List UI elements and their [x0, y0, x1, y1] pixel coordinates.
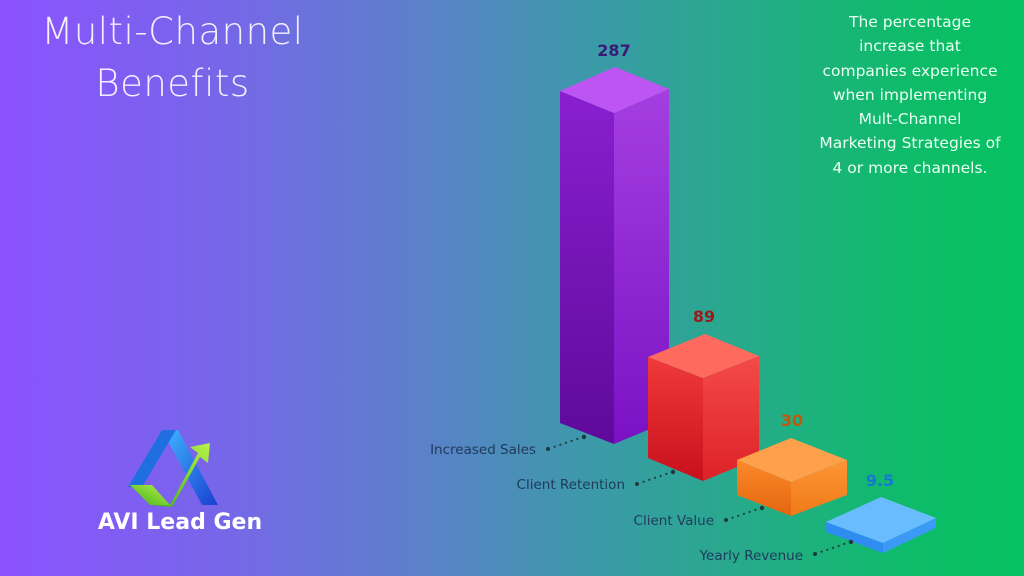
description-line: Mult-Channel [858, 110, 962, 129]
leader-dots [546, 434, 854, 556]
category-label-yearly-revenue: Yearly Revenue [699, 548, 803, 564]
category-label-client-value: Client Value [634, 513, 714, 529]
description-line: Marketing Strategies of [819, 134, 1001, 153]
bar-client-value: 30 [737, 411, 847, 516]
title-line-2: Benefits [95, 62, 250, 105]
upward-arrow-a-logo-icon [128, 430, 218, 507]
value-label-client-value: 30 [781, 411, 803, 430]
description-line: companies experience [822, 61, 998, 80]
description-line: increase that [859, 37, 961, 56]
bar-increased-sales: 287 [560, 41, 669, 444]
value-label-increased-sales: 287 [597, 41, 630, 60]
description-line: The percentage [849, 13, 971, 31]
value-label-yearly-revenue: 9.5 [866, 471, 894, 490]
chart-description: The percentage increase that companies e… [800, 10, 1020, 180]
bar-client-retention: 89 [648, 307, 759, 481]
leader-lines [547, 436, 851, 555]
brand-name: AVI Lead Gen [97, 510, 263, 535]
category-label-client-retention: Client Retention [517, 477, 625, 493]
category-label-increased-sales: Increased Sales [430, 442, 536, 458]
title-line-1: Multi-Channel [41, 10, 304, 53]
description-line: 4 or more channels. [832, 158, 988, 177]
bar-yearly-revenue: 9.5 [826, 471, 936, 553]
value-label-client-retention: 89 [693, 307, 715, 326]
page-title: Multi-Channel Benefits [0, 6, 345, 110]
description-line: when implementing [832, 85, 988, 104]
